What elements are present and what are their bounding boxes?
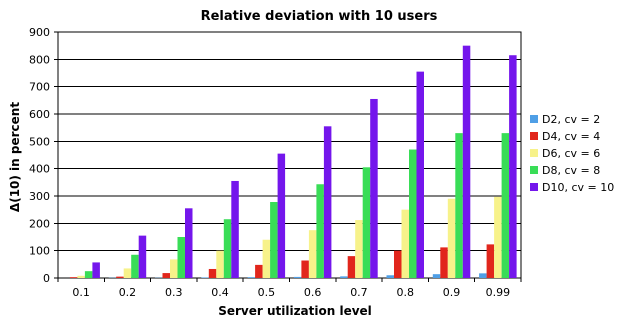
- bar: [447, 198, 456, 278]
- legend-swatch: [530, 115, 538, 123]
- bar: [185, 208, 193, 278]
- x-tick-label: 0.6: [304, 286, 322, 299]
- x-tick-label: 0.1: [72, 286, 90, 299]
- bar: [355, 220, 363, 278]
- y-tick-label: 300: [29, 190, 50, 203]
- bar: [301, 260, 309, 278]
- bar: [293, 276, 302, 278]
- bar: [84, 271, 93, 278]
- bar: [494, 196, 502, 278]
- bar: [123, 268, 132, 278]
- bar: [501, 133, 510, 278]
- bar: [401, 209, 409, 278]
- y-tick-label: 900: [29, 26, 50, 39]
- bar: [316, 184, 324, 278]
- bar: [323, 126, 332, 278]
- legend-label: D6, cv = 6: [542, 147, 600, 160]
- bar: [208, 268, 217, 278]
- bar: [231, 180, 239, 278]
- bar: [131, 254, 139, 278]
- bar: [77, 275, 85, 278]
- bar: [170, 259, 178, 278]
- bar: [486, 244, 495, 278]
- bar: [462, 45, 471, 278]
- legend-label: D8, cv = 8: [542, 164, 600, 177]
- legend-swatch: [530, 149, 538, 157]
- bar: [509, 55, 517, 279]
- y-tick-label: 100: [29, 245, 50, 258]
- bar: [69, 277, 78, 278]
- legend-swatch: [530, 166, 538, 174]
- bar: [177, 237, 185, 278]
- bar: [138, 235, 147, 278]
- bar: [370, 98, 378, 278]
- x-tick-label: 0.99: [486, 286, 511, 299]
- bar: [479, 273, 487, 278]
- y-tick-label: 400: [29, 163, 50, 176]
- y-tick-label: 200: [29, 217, 50, 230]
- legend-swatch: [530, 183, 538, 191]
- bar: [223, 219, 232, 278]
- bar: [440, 247, 448, 278]
- y-tick-label: 800: [29, 53, 50, 66]
- x-tick-label: 0.9: [443, 286, 461, 299]
- bar: [162, 273, 170, 278]
- bar: [394, 250, 402, 278]
- plot-area: 0 100 200 300 400 500 600 700 800 900 0.1 0.2 0.3 0.4…: [29, 26, 522, 299]
- legend: D2, cv = 2 D4, cv = 4 D6, cv = 6 D8, cv = 8…: [530, 113, 614, 194]
- chart-title: Relative deviation with 10 users: [201, 9, 438, 24]
- y-tick-label: 700: [29, 81, 50, 94]
- legend-swatch: [530, 132, 538, 140]
- bar: [201, 277, 209, 278]
- legend-label: D10, cv = 10: [542, 181, 614, 194]
- bar: [340, 276, 348, 278]
- bar: [308, 230, 317, 278]
- bar: [255, 264, 263, 278]
- bar: [362, 167, 371, 278]
- x-tick-label: 0.8: [397, 286, 415, 299]
- x-tick-label: 0.7: [350, 286, 368, 299]
- y-tick-label: 0: [43, 272, 50, 285]
- bar: [92, 262, 100, 278]
- y-tick-label: 500: [29, 135, 50, 148]
- bar: [409, 149, 417, 278]
- bar: [216, 250, 224, 278]
- bar: [247, 277, 256, 278]
- legend-label: D2, cv = 2: [542, 113, 600, 126]
- bar: [347, 256, 356, 278]
- bar: [455, 133, 463, 278]
- legend-label: D4, cv = 4: [542, 130, 600, 143]
- x-tick-label: 0.3: [165, 286, 183, 299]
- bar: [270, 202, 278, 278]
- y-axis-label: Δ(10) in percent: [8, 102, 22, 212]
- bar: [386, 275, 394, 278]
- bar: [116, 276, 124, 278]
- bar: [277, 153, 286, 278]
- bar: [416, 71, 424, 278]
- x-tick-label: 0.5: [258, 286, 276, 299]
- x-tick-label: 0.2: [119, 286, 137, 299]
- bar: [432, 274, 441, 278]
- y-tick-label: 600: [29, 108, 50, 121]
- x-axis-label: Server utilization level: [218, 304, 372, 318]
- x-tick-label: 0.4: [211, 286, 229, 299]
- bar: [262, 239, 271, 278]
